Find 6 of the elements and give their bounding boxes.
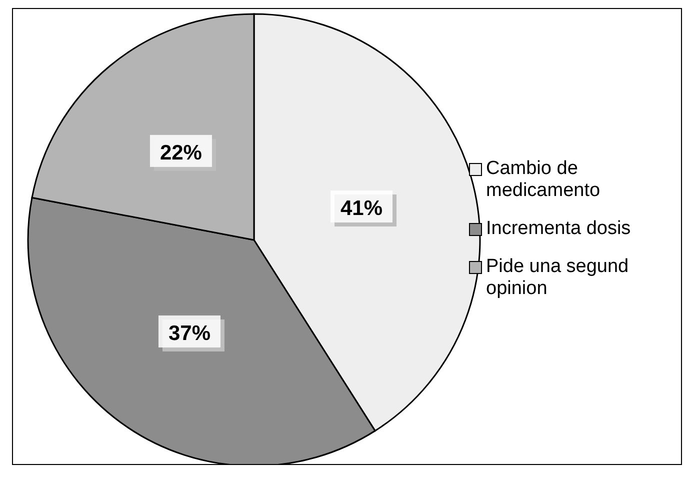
legend-label: Incrementa dosis xyxy=(486,218,631,240)
data-label: 41% xyxy=(340,196,383,220)
data-label: 37% xyxy=(168,322,211,345)
legend-label: Pide una segund opinion xyxy=(486,256,630,300)
legend-label: Cambio de medicamento xyxy=(486,158,602,202)
data-label: 22% xyxy=(160,141,202,164)
